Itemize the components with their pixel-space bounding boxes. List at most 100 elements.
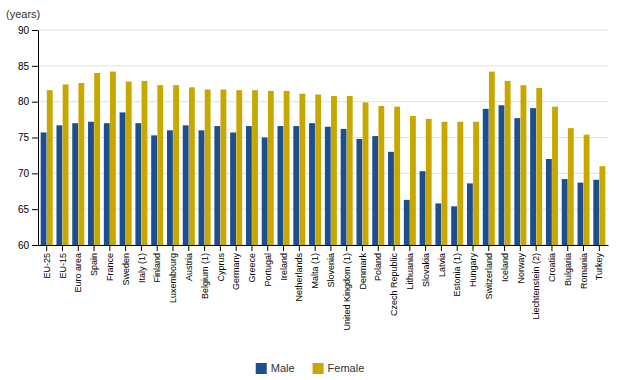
bar <box>467 183 473 245</box>
bar <box>120 112 126 245</box>
y-tick-label: 60 <box>18 240 30 251</box>
y-tick-mark <box>32 30 38 31</box>
x-tick: Croatia <box>547 245 557 282</box>
x-tick: Euro area <box>73 245 83 293</box>
bar <box>221 89 227 245</box>
x-tick-label: Latvia <box>437 253 447 277</box>
x-tick-label: Lithuania <box>405 253 415 290</box>
chart-container: 60657075808590EU-25EU-15Euro areaSpainFr… <box>0 0 620 380</box>
x-tick-label: Finland <box>152 253 162 283</box>
x-tick-label: Romania <box>579 253 589 289</box>
x-tick-label: Greece <box>247 253 257 283</box>
x-tick-mark <box>62 245 63 251</box>
x-tick-mark <box>330 245 331 251</box>
bar <box>435 203 441 245</box>
y-tick: 60 <box>18 240 38 251</box>
x-axis-line <box>39 245 609 246</box>
x-tick-mark <box>125 245 126 251</box>
x-tick-label: United Kingdom (1) <box>342 253 352 331</box>
x-tick-mark <box>425 245 426 251</box>
x-tick-mark <box>520 245 521 251</box>
bar <box>388 152 394 245</box>
bar <box>483 109 489 245</box>
bar <box>94 73 100 245</box>
y-tick: 70 <box>18 168 38 179</box>
x-tick-label: Netherlands <box>294 253 304 302</box>
x-tick-label: Turkey <box>594 253 604 281</box>
bar <box>268 91 274 245</box>
x-tick-label: Sweden <box>121 253 131 286</box>
bar <box>167 130 173 245</box>
x-tick-mark <box>457 245 458 251</box>
x-axis: EU-25EU-15Euro areaSpainFranceSwedenItal… <box>39 245 609 331</box>
bar <box>236 90 242 245</box>
x-tick-mark <box>46 245 47 251</box>
x-tick: Slovakia <box>421 245 431 287</box>
bar <box>41 132 47 245</box>
x-tick-label: Norway <box>516 253 526 284</box>
bar <box>378 106 384 245</box>
bar <box>189 87 195 245</box>
x-tick-mark <box>473 245 474 251</box>
x-tick-label: Cyprus <box>216 253 226 282</box>
bar <box>205 89 211 245</box>
x-tick: Malta (1) <box>310 245 320 289</box>
x-tick-label: Austria <box>184 253 194 281</box>
y-tick: 65 <box>18 204 38 215</box>
bar <box>514 118 520 245</box>
y-tick-mark <box>32 245 38 246</box>
bar <box>293 126 299 245</box>
bar <box>110 72 116 245</box>
y-tick-mark <box>32 209 38 210</box>
bar <box>151 135 157 245</box>
bar-series <box>47 72 605 245</box>
x-tick-label: Portugal <box>263 253 273 287</box>
x-tick-label: Spain <box>89 253 99 276</box>
y-tick-label: 80 <box>18 96 30 107</box>
bar <box>536 88 542 245</box>
legend-item: Male <box>256 362 295 374</box>
x-tick: Denmark <box>358 245 368 290</box>
x-tick: Switzerland <box>484 245 494 300</box>
x-tick-mark <box>236 245 237 251</box>
bar <box>252 90 258 245</box>
x-tick-mark <box>157 245 158 251</box>
bar <box>214 126 220 245</box>
bar <box>442 122 448 245</box>
y-axis: 60657075808590 <box>18 25 39 251</box>
x-tick: Bulgaria <box>563 245 573 286</box>
x-tick-mark <box>599 245 600 251</box>
x-tick: Lithuania <box>405 245 415 290</box>
x-tick: Finland <box>152 245 162 283</box>
x-tick-label: Croatia <box>547 253 557 282</box>
x-tick-mark <box>78 245 79 251</box>
y-tick: 85 <box>18 61 38 72</box>
x-tick: Hungary <box>468 245 478 287</box>
plot-area: 60657075808590EU-25EU-15Euro areaSpainFr… <box>18 25 609 331</box>
x-tick: Ireland <box>279 245 289 281</box>
x-tick-mark <box>204 245 205 251</box>
x-tick-label: Czech Republic <box>389 253 399 317</box>
x-tick-mark <box>267 245 268 251</box>
x-tick-label: Denmark <box>358 253 368 290</box>
x-tick-label: Liechtenstein (2) <box>531 253 541 320</box>
x-tick: Germany <box>231 245 241 290</box>
legend-swatch <box>313 363 324 374</box>
bar <box>88 122 94 245</box>
bar <box>72 123 78 245</box>
bar <box>104 123 110 245</box>
bar <box>299 94 305 245</box>
x-tick-mark <box>409 245 410 251</box>
bar <box>394 107 400 245</box>
x-tick-label: Slovenia <box>326 253 336 288</box>
bar <box>420 171 426 245</box>
y-tick: 90 <box>18 25 38 36</box>
x-tick: EU-25 <box>42 245 52 279</box>
y-tick-label: 85 <box>18 61 30 72</box>
bar <box>599 166 605 245</box>
x-tick-label: Euro area <box>73 253 83 293</box>
x-tick: Turkey <box>594 245 604 280</box>
x-tick-label: Luxembourg <box>168 253 178 303</box>
x-tick-label: Iceland <box>500 253 510 282</box>
x-tick-mark <box>551 245 552 251</box>
